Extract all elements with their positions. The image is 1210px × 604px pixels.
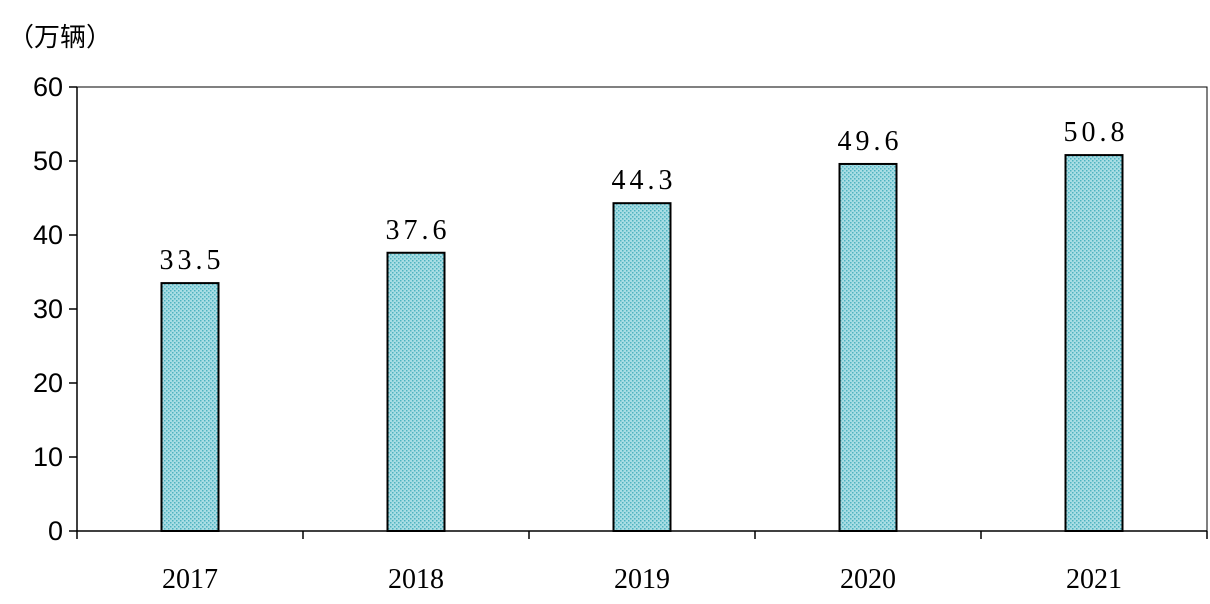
data-label-2017: 33.5 bbox=[160, 245, 225, 276]
bar-2019 bbox=[612, 202, 672, 532]
data-label-2020: 49.6 bbox=[838, 126, 903, 157]
data-labels: 33.5 37.6 44.3 49.6 50.8 bbox=[160, 117, 1129, 276]
x-tick-label-2017: 2017 bbox=[162, 564, 218, 595]
bar-2021 bbox=[1064, 154, 1124, 533]
data-label-2021: 50.8 bbox=[1064, 117, 1129, 148]
y-tick-label: 30 bbox=[33, 294, 63, 324]
y-axis: 0 10 20 30 40 50 60 bbox=[33, 72, 78, 546]
y-unit-label: （万辆） bbox=[8, 23, 112, 53]
y-tick-label: 60 bbox=[33, 72, 63, 102]
x-tick-label-2020: 2020 bbox=[840, 564, 896, 595]
data-label-2019: 44.3 bbox=[612, 165, 677, 196]
x-axis: 2017 2018 2019 2020 2021 bbox=[76, 530, 1208, 595]
y-tick-label: 40 bbox=[33, 220, 63, 250]
bar-2018 bbox=[386, 251, 446, 532]
y-tick-label: 50 bbox=[33, 146, 63, 176]
bar-2017 bbox=[160, 282, 220, 532]
x-tick-label-2019: 2019 bbox=[614, 564, 670, 595]
bar-2020 bbox=[838, 162, 898, 533]
bars bbox=[160, 154, 1124, 533]
data-label-2018: 37.6 bbox=[386, 215, 451, 246]
x-tick-label-2018: 2018 bbox=[388, 564, 444, 595]
x-tick-label-2021: 2021 bbox=[1066, 564, 1122, 595]
y-tick-label: 20 bbox=[33, 368, 63, 398]
y-tick-label: 10 bbox=[33, 442, 63, 472]
y-tick-label: 0 bbox=[48, 516, 63, 546]
